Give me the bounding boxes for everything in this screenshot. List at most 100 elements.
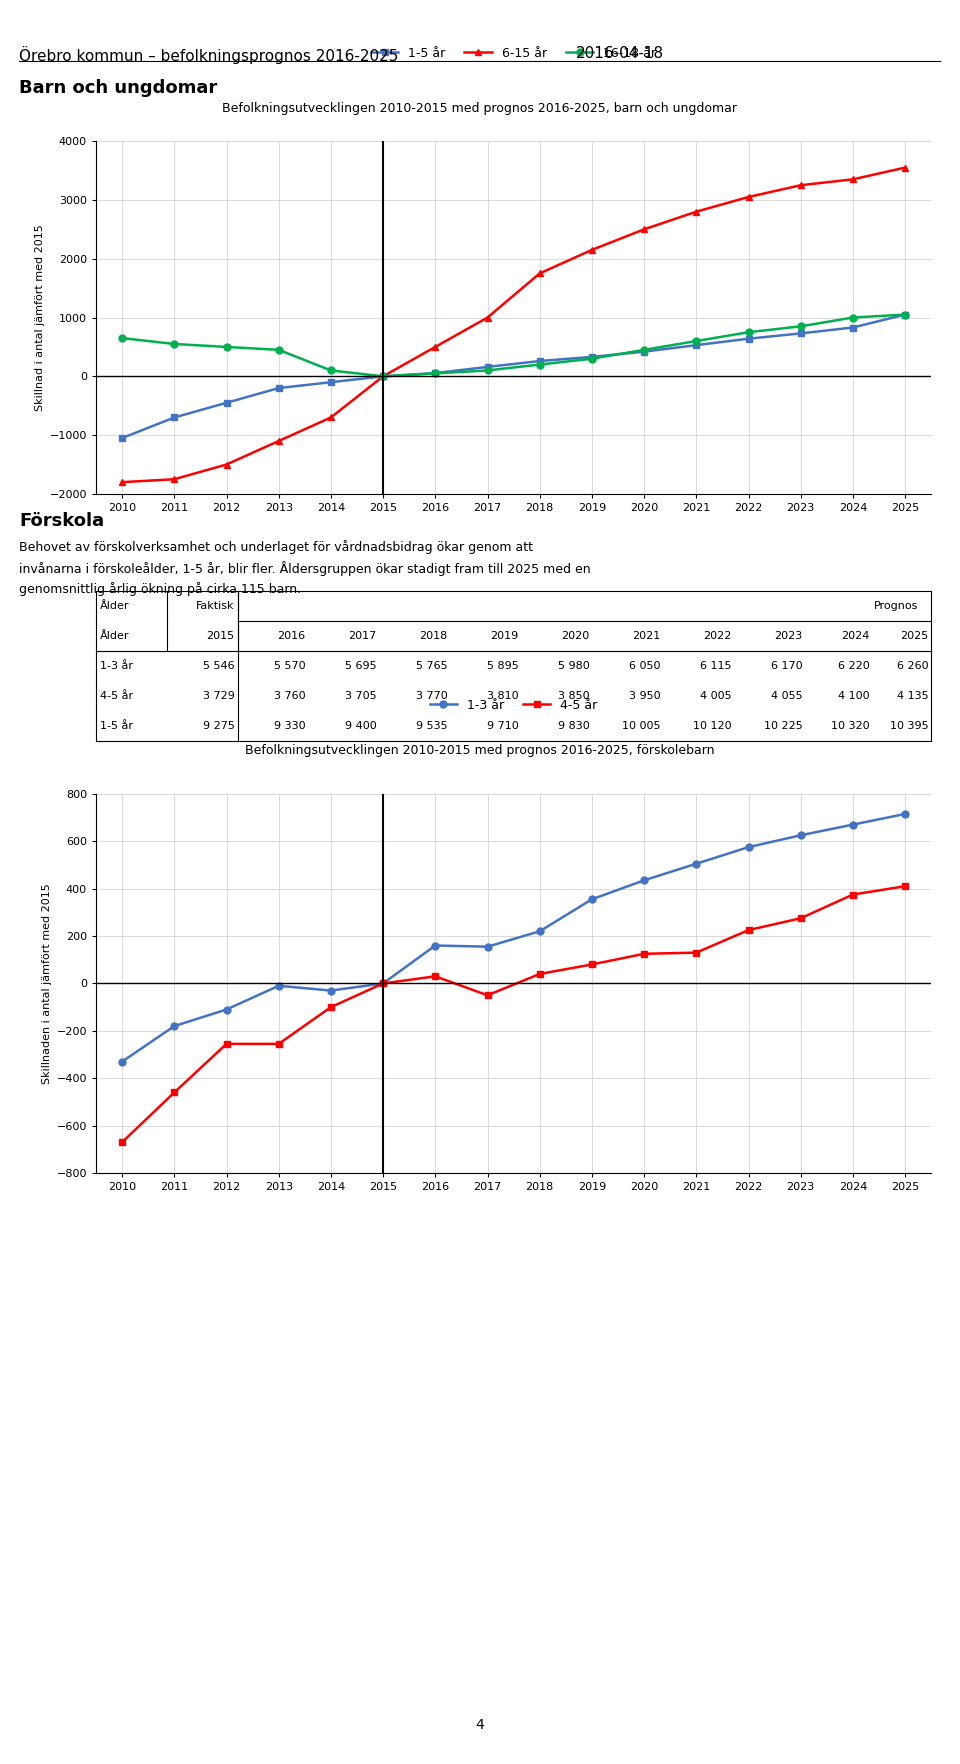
- 1-3 år: [221, 998, 232, 1020]
- Text: 1-3 år: 1-3 år: [100, 662, 132, 670]
- Line: 6-15 år: 6-15 år: [119, 164, 908, 485]
- 1-5 år: [429, 363, 441, 385]
- 4-5 år: [169, 1081, 180, 1102]
- Legend: 1-3 år, 4-5 år: 1-3 år, 4-5 år: [424, 693, 603, 716]
- Text: 10 005: 10 005: [622, 721, 660, 730]
- 6-15 år: [221, 453, 232, 475]
- 4-5 år: [325, 997, 337, 1018]
- 16-18 år: [325, 360, 337, 381]
- 1-5 år: [587, 346, 598, 367]
- 4-5 år: [221, 1034, 232, 1055]
- Text: 3 705: 3 705: [345, 691, 376, 700]
- Text: 10 395: 10 395: [890, 721, 928, 730]
- 1-3 år: [690, 854, 702, 875]
- Text: 9 535: 9 535: [416, 721, 447, 730]
- 1-5 år: [743, 328, 755, 349]
- Line: 16-18 år: 16-18 år: [119, 310, 908, 379]
- 1-5 år: [273, 377, 284, 399]
- 6-15 år: [116, 471, 128, 492]
- 4-5 år: [900, 875, 911, 896]
- 6-15 år: [482, 307, 493, 328]
- 16-18 år: [221, 337, 232, 358]
- Text: 10 120: 10 120: [693, 721, 732, 730]
- Text: 4 005: 4 005: [700, 691, 732, 700]
- 4-5 år: [482, 984, 493, 1005]
- Text: 6 260: 6 260: [897, 662, 928, 670]
- Text: Behovet av förskolverksamhet och underlaget för vårdnadsbidrag ökar genom att
in: Behovet av förskolverksamhet och underla…: [19, 540, 590, 596]
- Text: 9 830: 9 830: [558, 721, 589, 730]
- Text: 2016: 2016: [277, 632, 305, 640]
- 4-5 år: [273, 1034, 284, 1055]
- 1-3 år: [638, 870, 650, 891]
- Legend: 1-5 år, 6-15 år, 16-18 år: 1-5 år, 6-15 år, 16-18 år: [366, 42, 661, 65]
- 1-5 år: [900, 303, 911, 325]
- 16-18 år: [377, 365, 389, 386]
- Text: Prognos: Prognos: [875, 602, 919, 610]
- 1-5 år: [638, 340, 650, 362]
- Text: Faktisk: Faktisk: [196, 602, 234, 610]
- Text: 2017: 2017: [348, 632, 376, 640]
- Text: 2016-04-18: 2016-04-18: [576, 46, 664, 62]
- 16-18 år: [743, 321, 755, 342]
- 4-5 år: [377, 972, 389, 993]
- Text: Ålder: Ålder: [100, 632, 129, 640]
- Text: 2021: 2021: [632, 632, 660, 640]
- 16-18 år: [534, 355, 545, 376]
- Text: 4 135: 4 135: [897, 691, 928, 700]
- 16-18 år: [847, 307, 858, 328]
- 1-3 år: [273, 975, 284, 997]
- 1-3 år: [534, 921, 545, 942]
- 16-18 år: [482, 360, 493, 381]
- Text: 2019: 2019: [491, 632, 518, 640]
- Text: 3 850: 3 850: [558, 691, 589, 700]
- Text: 5 570: 5 570: [274, 662, 305, 670]
- 6-15 år: [847, 169, 858, 191]
- Text: 6 170: 6 170: [771, 662, 803, 670]
- 6-15 år: [795, 175, 806, 196]
- 16-18 år: [690, 330, 702, 351]
- 1-3 år: [169, 1016, 180, 1037]
- 1-5 år: [795, 323, 806, 344]
- Text: 9 330: 9 330: [274, 721, 305, 730]
- Text: 6 220: 6 220: [838, 662, 870, 670]
- Line: 1-3 år: 1-3 år: [119, 810, 908, 1065]
- 1-5 år: [116, 427, 128, 448]
- Text: 3 770: 3 770: [416, 691, 447, 700]
- 1-5 år: [169, 407, 180, 429]
- 1-3 år: [587, 889, 598, 910]
- Text: 4 055: 4 055: [771, 691, 803, 700]
- 16-18 år: [638, 339, 650, 360]
- Text: 5 695: 5 695: [345, 662, 376, 670]
- Text: 2024: 2024: [841, 632, 870, 640]
- 6-15 år: [377, 365, 389, 386]
- 1-5 år: [221, 392, 232, 413]
- 6-15 år: [169, 469, 180, 490]
- 16-18 år: [169, 333, 180, 355]
- 1-5 år: [377, 365, 389, 386]
- 1-5 år: [534, 351, 545, 372]
- Text: 10 320: 10 320: [830, 721, 870, 730]
- Text: Ålder: Ålder: [100, 602, 129, 610]
- Text: 2020: 2020: [562, 632, 589, 640]
- 16-18 år: [900, 303, 911, 325]
- Text: Befolkningsutvecklingen 2010-2015 med prognos 2016-2025, förskolebarn: Befolkningsutvecklingen 2010-2015 med pr…: [245, 744, 715, 757]
- Line: 4-5 år: 4-5 år: [119, 882, 908, 1145]
- Text: 2025: 2025: [900, 632, 928, 640]
- 6-15 år: [743, 187, 755, 208]
- 16-18 år: [273, 339, 284, 360]
- Text: 4-5 år: 4-5 år: [100, 691, 132, 700]
- 1-3 år: [795, 826, 806, 847]
- Text: 2018: 2018: [420, 632, 447, 640]
- Text: 10 225: 10 225: [763, 721, 803, 730]
- Text: 3 950: 3 950: [629, 691, 660, 700]
- 1-5 år: [482, 356, 493, 377]
- Line: 1-5 år: 1-5 år: [119, 310, 908, 441]
- Text: Barn och ungdomar: Barn och ungdomar: [19, 79, 218, 97]
- 1-3 år: [429, 935, 441, 956]
- Text: 5 765: 5 765: [416, 662, 447, 670]
- 4-5 år: [429, 965, 441, 986]
- 6-15 år: [900, 157, 911, 178]
- 4-5 år: [690, 942, 702, 963]
- Text: 4 100: 4 100: [838, 691, 870, 700]
- Text: 2022: 2022: [703, 632, 732, 640]
